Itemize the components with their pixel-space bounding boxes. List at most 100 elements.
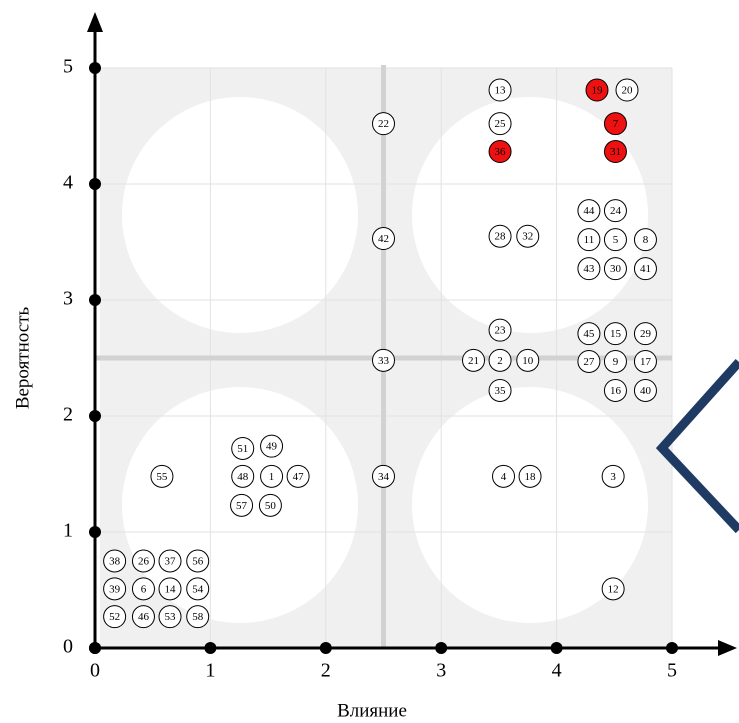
tick-mark bbox=[435, 642, 448, 654]
point bbox=[492, 464, 516, 488]
point bbox=[603, 349, 627, 373]
point-label: 22 bbox=[378, 118, 389, 130]
point-label: 4 bbox=[501, 471, 507, 483]
point-label: 9 bbox=[613, 356, 619, 368]
point-label: 37 bbox=[165, 556, 177, 568]
point-label: 1 bbox=[269, 471, 275, 483]
point-label: 16 bbox=[610, 385, 622, 397]
point-label: 52 bbox=[109, 611, 120, 623]
point-label: 46 bbox=[138, 611, 150, 623]
point bbox=[488, 348, 512, 372]
point-label: 53 bbox=[165, 611, 177, 623]
point-label: 35 bbox=[495, 385, 507, 397]
point bbox=[633, 378, 657, 402]
point-label: 42 bbox=[378, 233, 389, 245]
point bbox=[601, 577, 625, 601]
tick-mark bbox=[550, 642, 563, 654]
point bbox=[286, 464, 310, 488]
point-label: 20 bbox=[621, 85, 633, 97]
y-tick-label: 5 bbox=[63, 56, 73, 78]
axes bbox=[93, 30, 725, 650]
point bbox=[603, 257, 627, 281]
point-label: 40 bbox=[640, 385, 652, 397]
point-label: 21 bbox=[468, 355, 479, 367]
x-arrow bbox=[718, 640, 737, 656]
point bbox=[186, 605, 210, 629]
x-tick-label: 0 bbox=[90, 660, 100, 682]
point bbox=[603, 140, 627, 164]
point bbox=[516, 224, 540, 248]
point bbox=[488, 140, 512, 164]
point bbox=[633, 257, 657, 281]
point bbox=[260, 434, 284, 458]
point bbox=[633, 349, 657, 373]
point bbox=[603, 322, 627, 346]
point bbox=[372, 112, 395, 136]
point bbox=[633, 228, 657, 252]
point-label: 11 bbox=[584, 234, 595, 246]
point-label: 7 bbox=[613, 118, 619, 130]
point-label: 47 bbox=[293, 471, 305, 483]
point bbox=[131, 577, 155, 601]
point bbox=[258, 493, 282, 517]
point bbox=[518, 464, 542, 488]
point-label: 8 bbox=[643, 234, 649, 246]
point-label: 28 bbox=[495, 231, 507, 243]
point bbox=[158, 577, 182, 601]
point-label: 15 bbox=[610, 328, 622, 340]
tick-mark bbox=[89, 642, 101, 654]
point-label: 33 bbox=[378, 355, 390, 367]
x-axis-label: Влияние bbox=[337, 700, 407, 721]
y-arrow bbox=[87, 12, 103, 32]
point-label: 34 bbox=[378, 471, 390, 483]
point-label: 43 bbox=[583, 263, 595, 275]
tick-mark bbox=[89, 410, 101, 422]
point-label: 49 bbox=[266, 441, 278, 453]
point-label: 30 bbox=[610, 263, 622, 275]
point-label: 19 bbox=[591, 85, 603, 97]
point bbox=[633, 322, 657, 346]
tick-mark bbox=[89, 178, 101, 190]
x-tick-label: 3 bbox=[436, 660, 446, 682]
point bbox=[260, 464, 284, 488]
point-label: 56 bbox=[192, 556, 204, 568]
point-label: 39 bbox=[109, 583, 121, 595]
point-label: 12 bbox=[608, 583, 619, 595]
point bbox=[577, 322, 601, 346]
point-label: 54 bbox=[192, 583, 204, 595]
point bbox=[603, 199, 627, 223]
point-label: 27 bbox=[583, 356, 595, 368]
point bbox=[158, 549, 182, 573]
point bbox=[488, 224, 512, 248]
point-label: 50 bbox=[265, 500, 277, 512]
point bbox=[186, 549, 210, 573]
point-label: 55 bbox=[156, 471, 168, 483]
point-label: 24 bbox=[610, 205, 622, 217]
point-label: 26 bbox=[138, 556, 150, 568]
point bbox=[186, 577, 210, 601]
point-label: 36 bbox=[495, 146, 507, 158]
point-label: 57 bbox=[236, 500, 248, 512]
point bbox=[231, 464, 255, 488]
point bbox=[585, 78, 609, 102]
quadrant-circle bbox=[122, 97, 358, 333]
point bbox=[231, 436, 255, 460]
point bbox=[603, 228, 627, 252]
x-tick-label: 4 bbox=[552, 660, 562, 682]
tick-mark bbox=[89, 294, 101, 306]
y-tick-label: 1 bbox=[63, 520, 73, 542]
point bbox=[488, 378, 512, 402]
y-tick-label: 3 bbox=[63, 288, 73, 310]
point bbox=[577, 349, 601, 373]
point bbox=[462, 348, 486, 372]
point-label: 5 bbox=[613, 234, 619, 246]
tick-mark bbox=[89, 526, 101, 538]
point-label: 17 bbox=[640, 356, 652, 368]
point-label: 38 bbox=[109, 556, 121, 568]
point bbox=[603, 112, 627, 136]
point-label: 25 bbox=[495, 118, 507, 130]
chevron bbox=[655, 358, 739, 534]
point bbox=[516, 348, 540, 372]
quadrant-circle bbox=[412, 387, 648, 623]
